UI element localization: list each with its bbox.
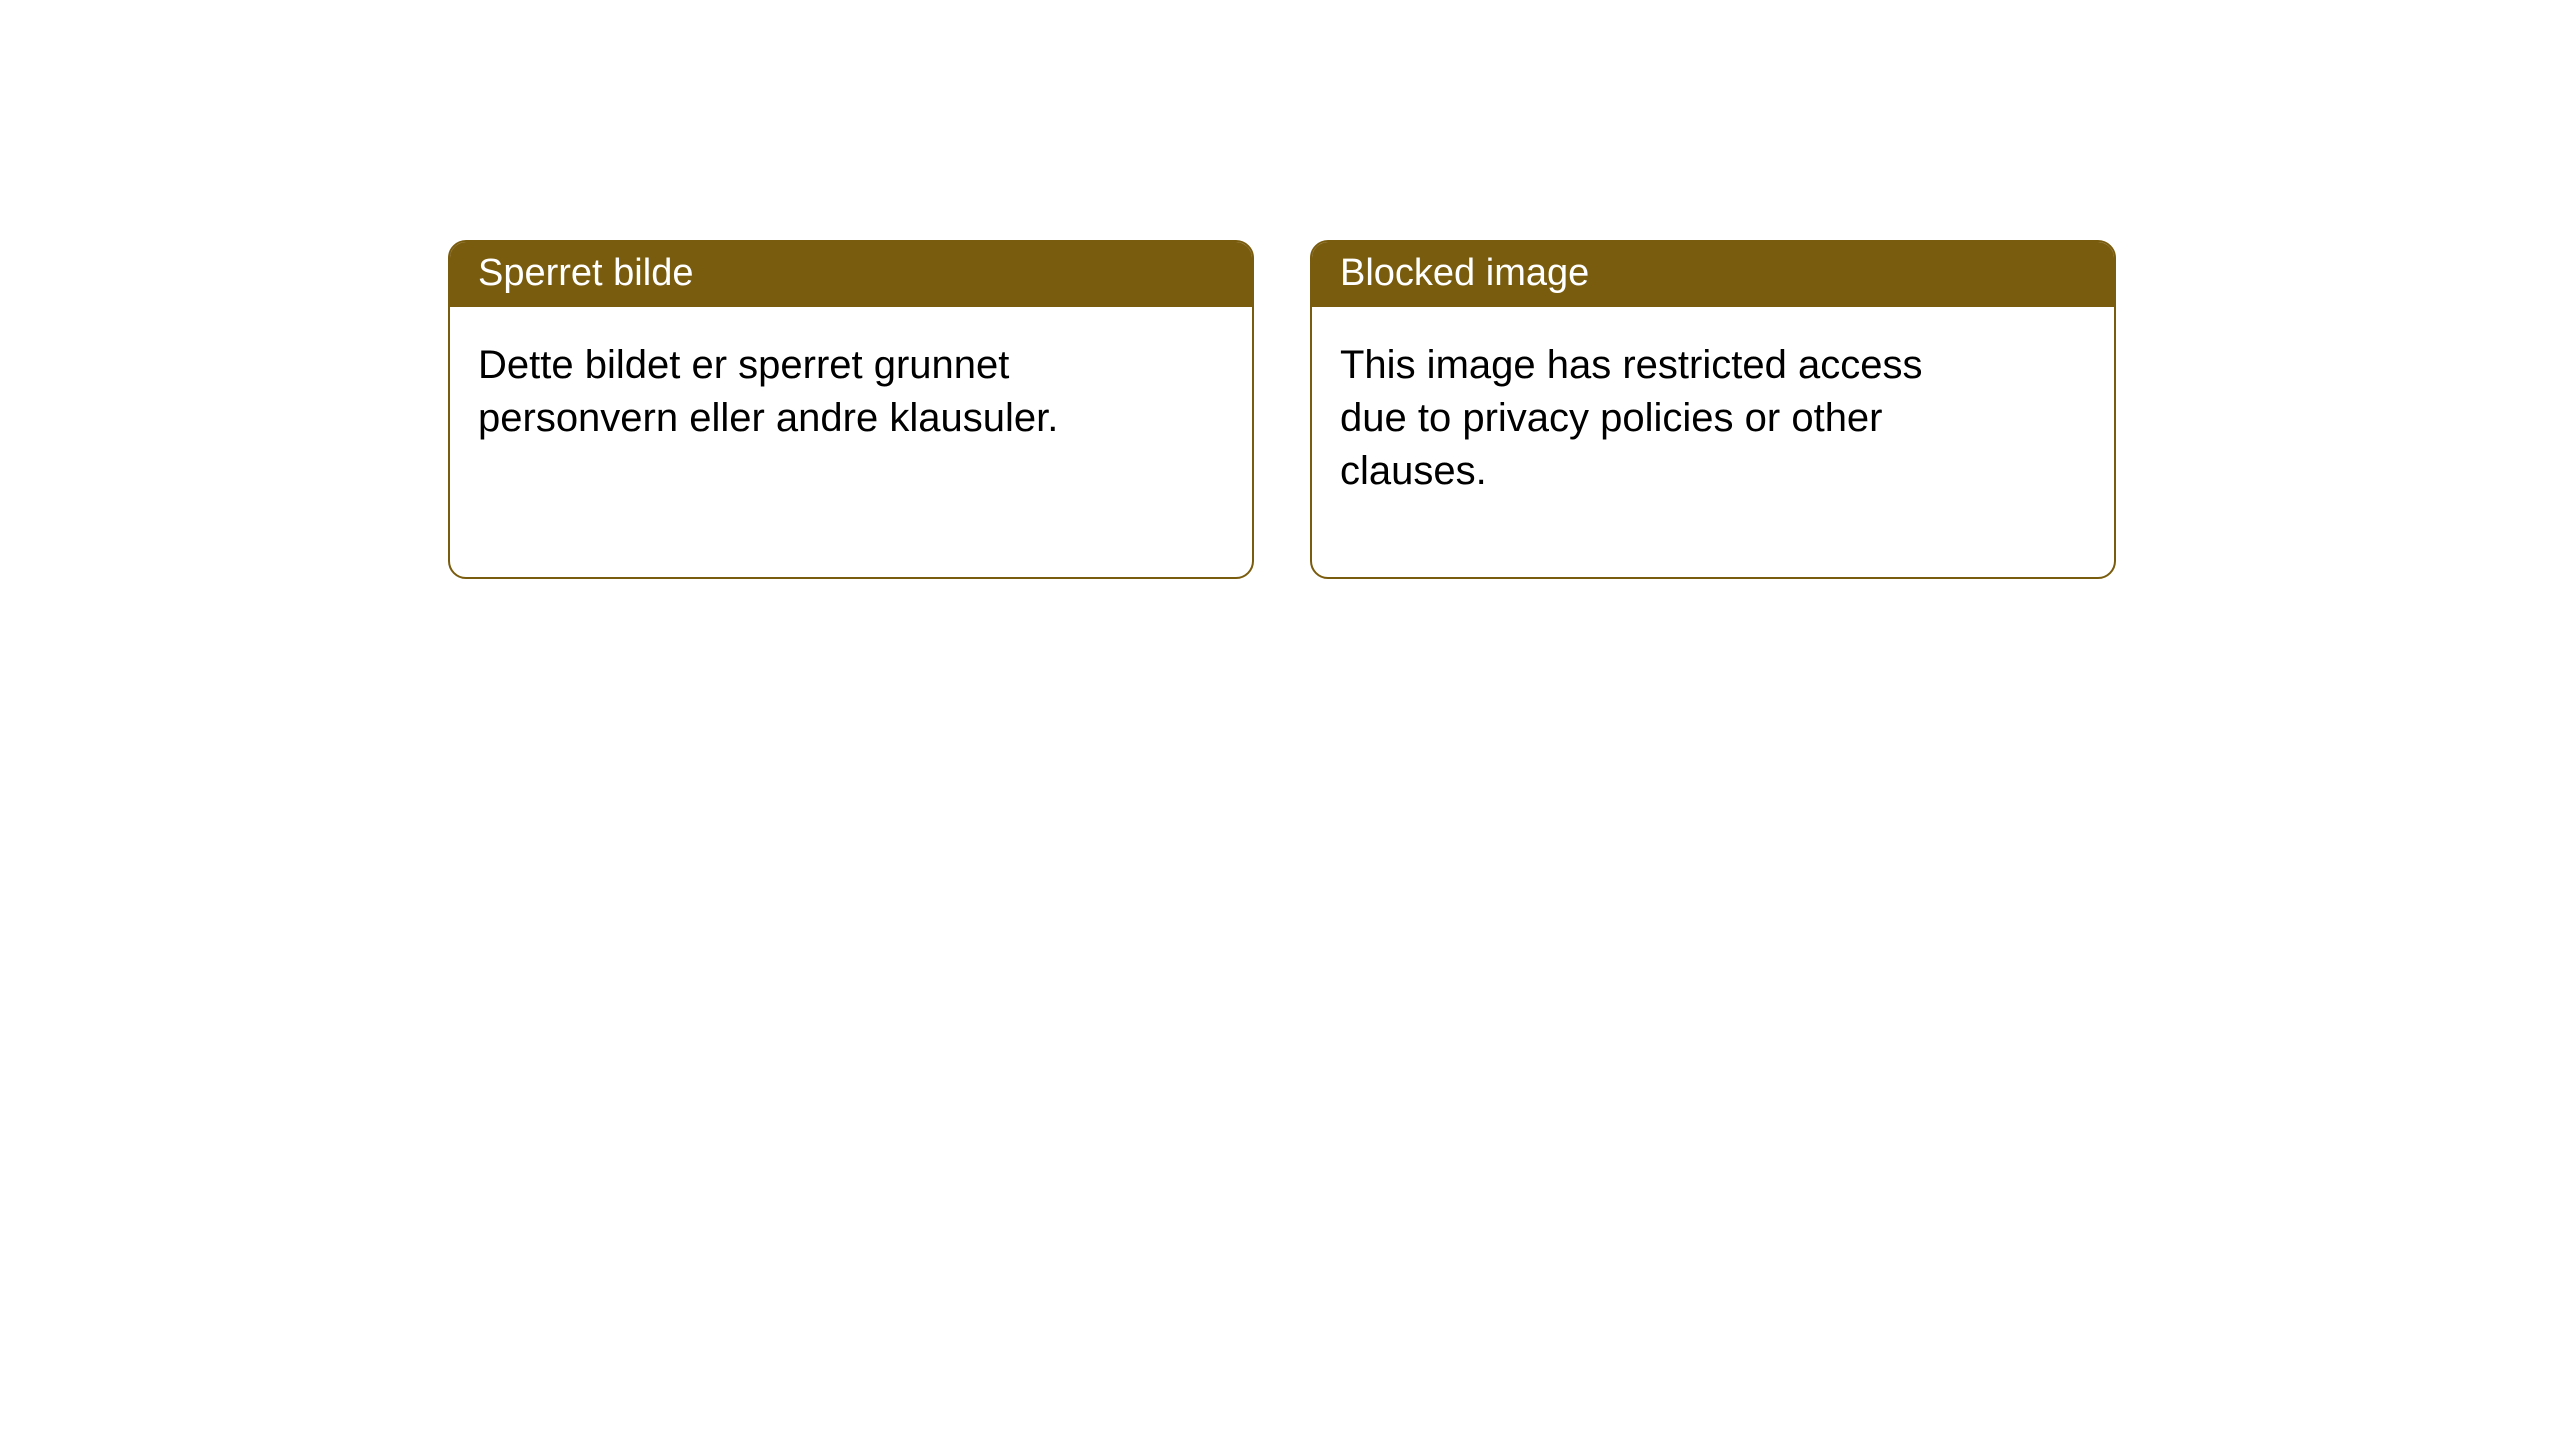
notice-container: Sperret bilde Dette bildet er sperret gr… (0, 0, 2560, 579)
notice-card-body: This image has restricted access due to … (1312, 307, 2012, 577)
notice-card-title: Sperret bilde (450, 242, 1252, 307)
notice-card-norwegian: Sperret bilde Dette bildet er sperret gr… (448, 240, 1254, 579)
notice-card-english: Blocked image This image has restricted … (1310, 240, 2116, 579)
notice-card-body: Dette bildet er sperret grunnet personve… (450, 307, 1150, 525)
notice-card-title: Blocked image (1312, 242, 2114, 307)
